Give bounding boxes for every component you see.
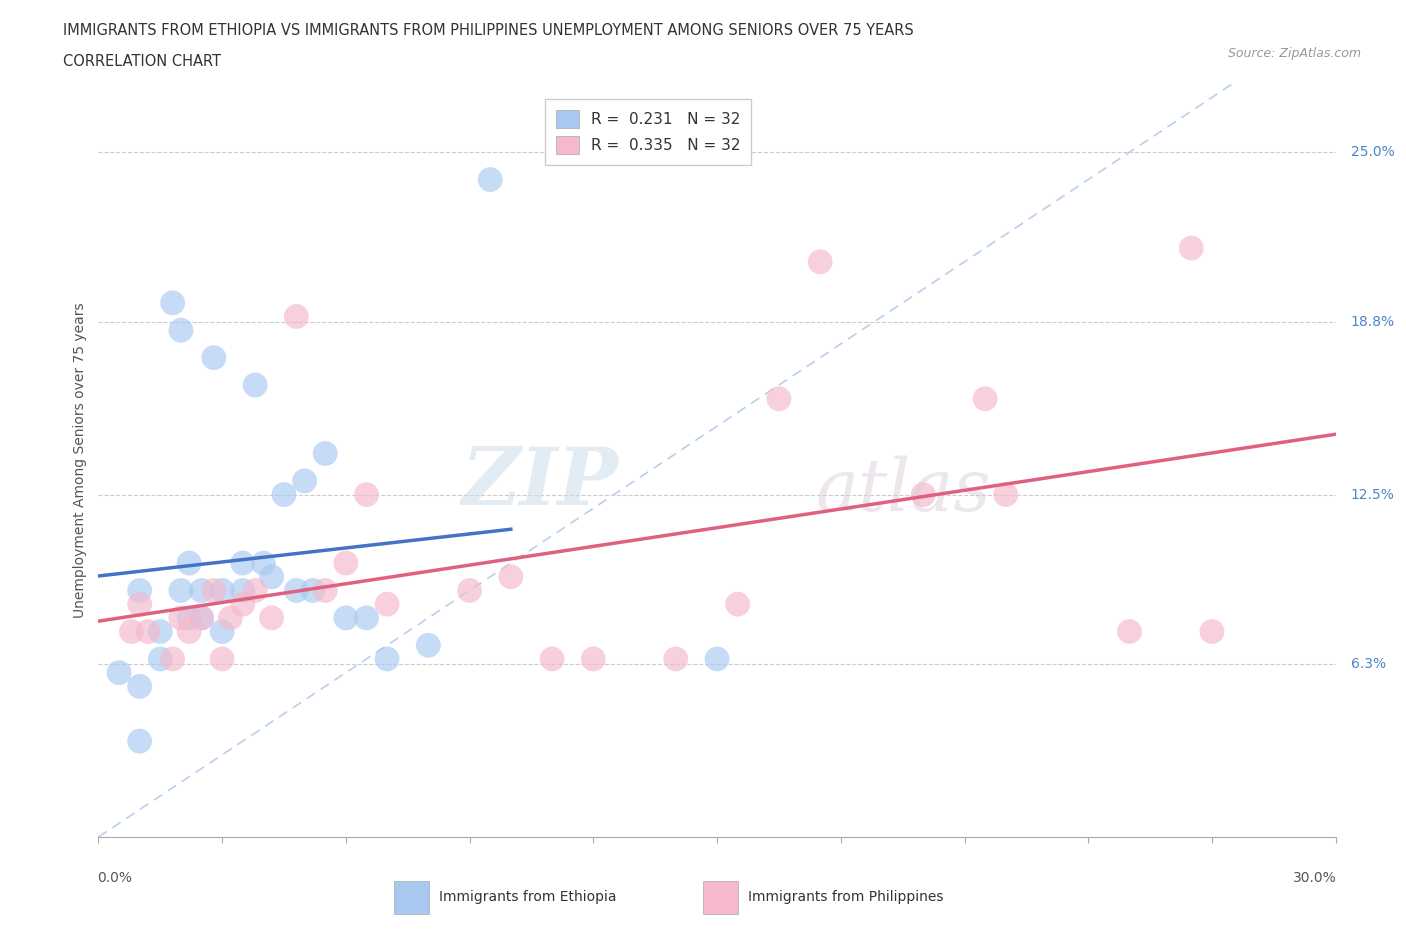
Point: [170, 323, 193, 338]
Point: [706, 652, 728, 667]
Point: [170, 583, 193, 598]
Text: 25.0%: 25.0%: [1351, 145, 1395, 159]
Point: [768, 392, 790, 406]
FancyBboxPatch shape: [394, 882, 429, 913]
Point: [120, 624, 142, 639]
Point: [260, 610, 283, 625]
Point: [128, 679, 150, 694]
Point: [335, 610, 357, 625]
Text: 6.3%: 6.3%: [1351, 658, 1386, 671]
Point: [190, 610, 212, 625]
Point: [335, 555, 357, 570]
Point: [202, 583, 225, 598]
Point: [356, 487, 378, 502]
Point: [232, 583, 254, 598]
Y-axis label: Unemployment Among Seniors over 75 years: Unemployment Among Seniors over 75 years: [73, 302, 87, 618]
Point: [1180, 241, 1202, 256]
Point: [375, 652, 398, 667]
Text: Immigrants from Ethiopia: Immigrants from Ethiopia: [439, 890, 616, 905]
FancyBboxPatch shape: [703, 882, 738, 913]
Point: [128, 597, 150, 612]
Point: [727, 597, 749, 612]
Point: [994, 487, 1017, 502]
Point: [252, 555, 274, 570]
Text: 18.8%: 18.8%: [1351, 315, 1395, 329]
Point: [136, 624, 159, 639]
Point: [541, 652, 564, 667]
Point: [202, 351, 225, 365]
Point: [170, 610, 193, 625]
Point: [974, 392, 997, 406]
Point: [499, 569, 522, 584]
Point: [458, 583, 481, 598]
Point: [479, 172, 502, 187]
Point: [375, 597, 398, 612]
Point: [128, 734, 150, 749]
Point: [260, 569, 283, 584]
Point: [232, 555, 254, 570]
Point: [243, 378, 266, 392]
Point: [190, 583, 212, 598]
Point: [128, 583, 150, 598]
Point: [149, 652, 172, 667]
Point: [243, 583, 266, 598]
Text: Immigrants from Philippines: Immigrants from Philippines: [748, 890, 943, 905]
Point: [211, 624, 233, 639]
Point: [211, 652, 233, 667]
Text: 12.5%: 12.5%: [1351, 487, 1395, 501]
Point: [294, 473, 316, 488]
Text: CORRELATION CHART: CORRELATION CHART: [63, 54, 221, 69]
Point: [149, 624, 172, 639]
Point: [912, 487, 935, 502]
Text: Source: ZipAtlas.com: Source: ZipAtlas.com: [1227, 46, 1361, 60]
Point: [808, 254, 831, 269]
Point: [179, 624, 201, 639]
Point: [418, 638, 440, 653]
Text: atlas: atlas: [815, 455, 991, 525]
Point: [314, 446, 336, 461]
Text: 0.0%: 0.0%: [97, 870, 132, 885]
Point: [356, 610, 378, 625]
Point: [211, 583, 233, 598]
Point: [1201, 624, 1223, 639]
Point: [1118, 624, 1140, 639]
Point: [219, 610, 242, 625]
Point: [665, 652, 688, 667]
Point: [285, 309, 308, 324]
Text: ZIP: ZIP: [461, 445, 619, 522]
Point: [179, 610, 201, 625]
Point: [302, 583, 325, 598]
Point: [190, 610, 212, 625]
Text: 30.0%: 30.0%: [1294, 870, 1337, 885]
Point: [273, 487, 295, 502]
Point: [582, 652, 605, 667]
Point: [162, 652, 184, 667]
Point: [108, 665, 131, 680]
Text: IMMIGRANTS FROM ETHIOPIA VS IMMIGRANTS FROM PHILIPPINES UNEMPLOYMENT AMONG SENIO: IMMIGRANTS FROM ETHIOPIA VS IMMIGRANTS F…: [63, 23, 914, 38]
Legend: R =  0.231   N = 32, R =  0.335   N = 32: R = 0.231 N = 32, R = 0.335 N = 32: [546, 99, 751, 166]
Point: [179, 555, 201, 570]
Point: [162, 296, 184, 311]
Point: [232, 597, 254, 612]
Point: [285, 583, 308, 598]
Point: [314, 583, 336, 598]
